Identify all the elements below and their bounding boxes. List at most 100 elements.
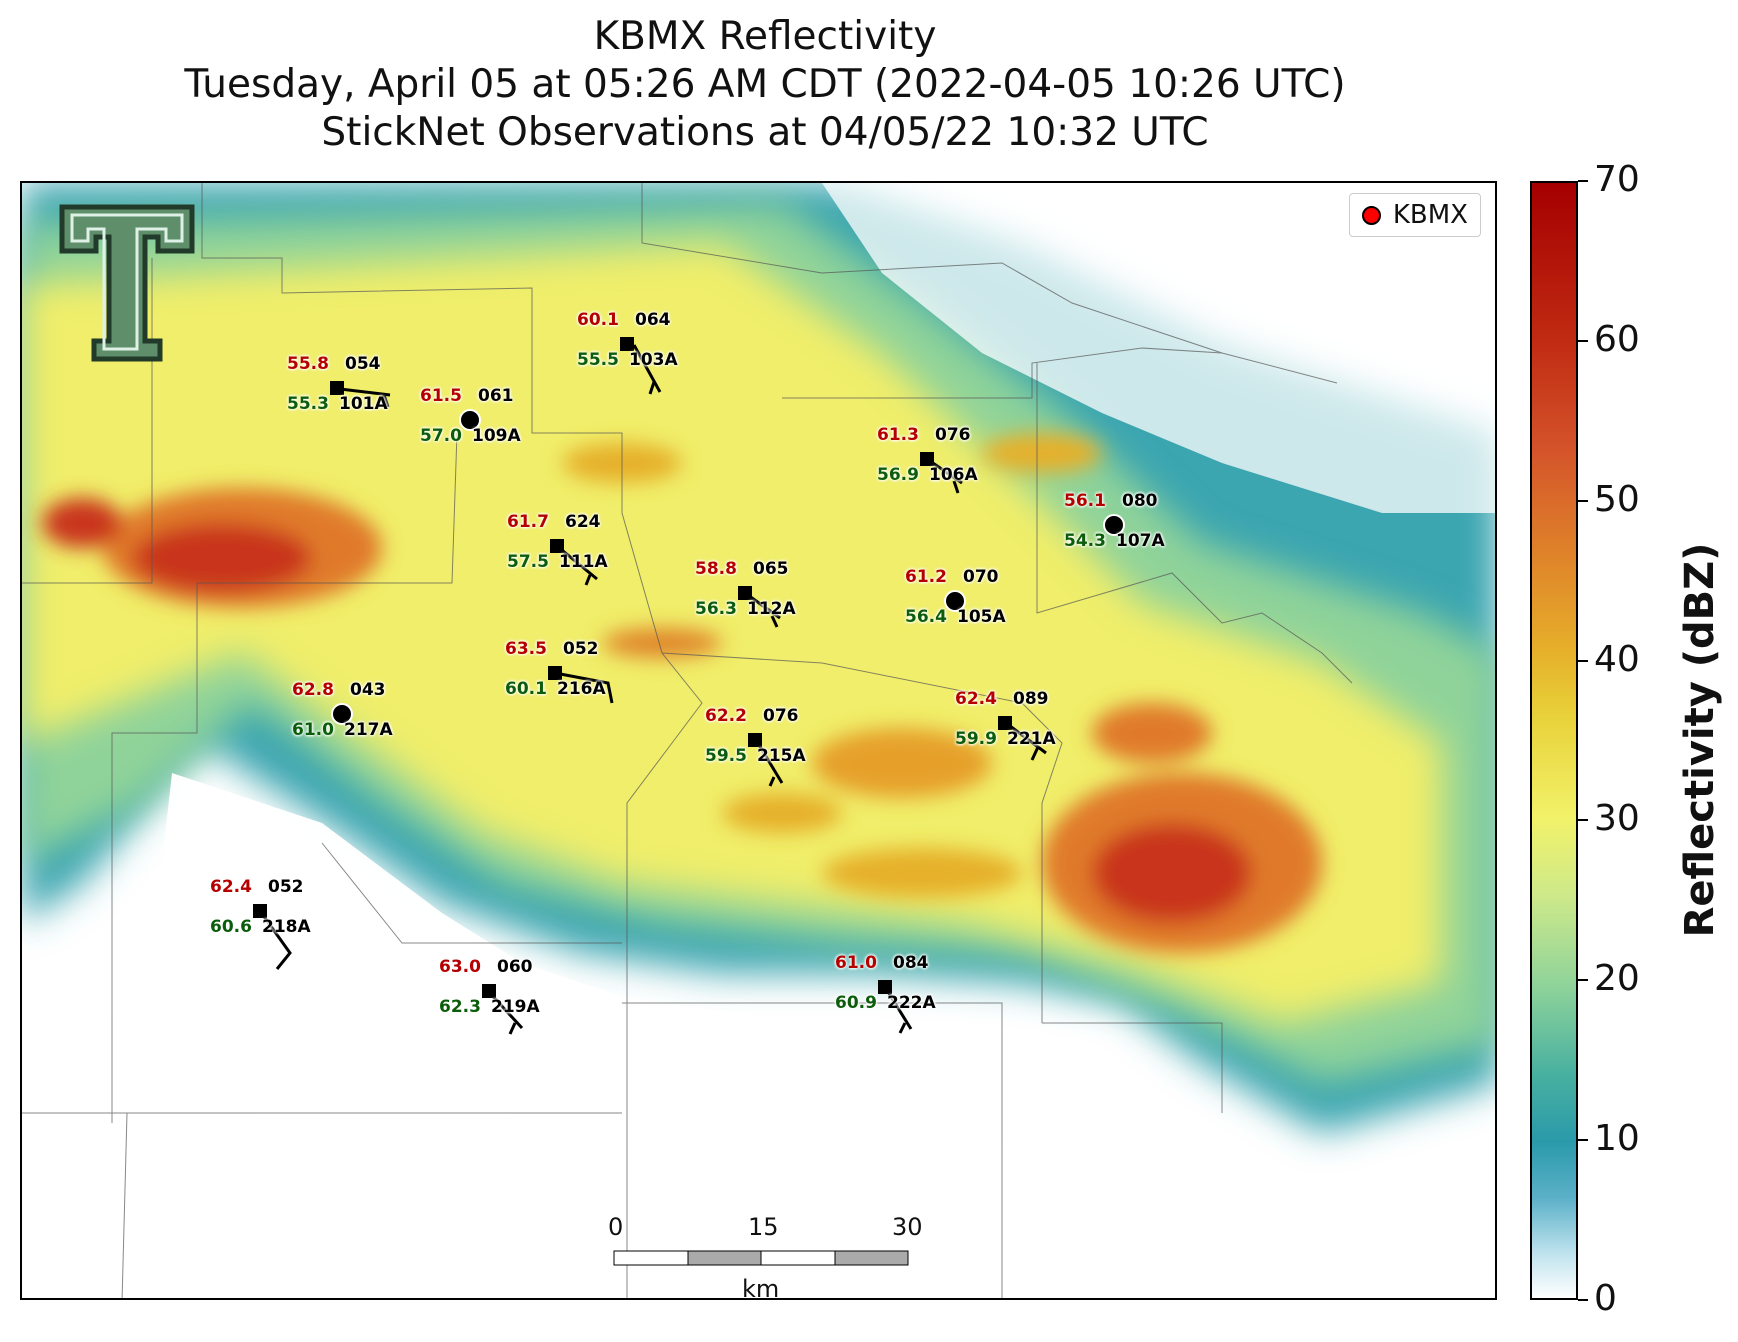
station-square-marker xyxy=(550,539,564,553)
scale-label-15: 15 xyxy=(748,1213,779,1241)
station-id: 060 xyxy=(497,957,533,977)
station-label: 105A xyxy=(957,607,1006,627)
station-temperature: 61.3 xyxy=(877,425,919,445)
station-temperature: 58.8 xyxy=(695,559,737,579)
colorbar-tick-label: 30 xyxy=(1594,798,1640,840)
station-label: 219A xyxy=(491,997,540,1017)
station-dewpoint: 56.4 xyxy=(905,607,947,627)
colorbar-tick-mark xyxy=(1578,339,1588,342)
station-id: 089 xyxy=(1013,689,1049,709)
station-label: 221A xyxy=(1007,729,1056,749)
station-label: 106A xyxy=(929,465,978,485)
station-id: 052 xyxy=(563,639,599,659)
station-square-marker xyxy=(548,666,562,680)
colorbar-tick-mark xyxy=(1578,180,1588,182)
station-circle-marker xyxy=(944,590,966,612)
colorbar-tick-mark xyxy=(1578,659,1588,662)
scale-label-0: 0 xyxy=(608,1213,624,1241)
station-square-marker xyxy=(738,586,752,600)
station-id: 043 xyxy=(350,680,386,700)
station-id: 080 xyxy=(1122,491,1158,511)
station-id: 065 xyxy=(753,559,789,579)
station-dewpoint: 57.5 xyxy=(507,552,549,572)
station-label: 218A xyxy=(262,917,311,937)
station-label: 217A xyxy=(344,720,393,740)
station-id: 076 xyxy=(763,706,799,726)
station-label: 215A xyxy=(757,746,806,766)
station-dewpoint: 60.6 xyxy=(210,917,252,937)
station-temperature: 55.8 xyxy=(287,354,329,374)
station-id: 054 xyxy=(345,354,381,374)
station-label: 222A xyxy=(887,993,936,1013)
colorbar xyxy=(1530,181,1578,1300)
county-boundaries xyxy=(22,183,1353,1298)
station-label: 103A xyxy=(629,350,678,370)
station-label: 112A xyxy=(747,599,796,619)
clear-air-region xyxy=(22,773,922,1298)
colorbar-tick-label: 50 xyxy=(1594,478,1640,520)
station-id: 052 xyxy=(268,877,304,897)
station-id: 076 xyxy=(935,425,971,445)
station-temperature: 62.4 xyxy=(210,877,252,897)
radar-map[interactable]: KBMX 60.1 064 55.5 103A 55.8 054 55.3 101A 61.5 0… xyxy=(20,181,1497,1300)
colorbar-tick-mark xyxy=(1578,499,1588,502)
colorbar-tick-label: 0 xyxy=(1594,1278,1617,1319)
colorbar-tick-label: 60 xyxy=(1594,318,1640,360)
station-temperature: 62.8 xyxy=(292,680,334,700)
map-legend: KBMX xyxy=(1348,193,1481,237)
station-temperature: 61.5 xyxy=(420,386,462,406)
title-line-2: Tuesday, April 05 at 05:26 AM CDT (2022-… xyxy=(184,62,1346,107)
colorbar-tick-mark xyxy=(1578,819,1588,822)
radar-reflectivity-layer xyxy=(22,183,1495,1298)
station-id: 624 xyxy=(565,512,601,532)
station-temperature: 61.7 xyxy=(507,512,549,532)
station-circle-marker xyxy=(459,409,481,431)
station-dewpoint: 57.0 xyxy=(420,426,462,446)
colorbar-tick-mark xyxy=(1578,979,1588,982)
station-square-marker xyxy=(330,381,344,395)
station-circle-marker xyxy=(1103,514,1125,536)
station-dewpoint: 55.5 xyxy=(577,350,619,370)
station-temperature: 61.0 xyxy=(835,953,877,973)
station-label: 111A xyxy=(559,552,608,572)
station-dewpoint: 60.1 xyxy=(505,679,547,699)
station-square-marker xyxy=(878,980,892,994)
station-temperature: 60.1 xyxy=(577,310,619,330)
station-square-marker xyxy=(620,337,634,351)
station-id: 064 xyxy=(635,310,671,330)
title-line-3: StickNet Observations at 04/05/22 10:32 … xyxy=(321,110,1209,155)
station-dewpoint: 56.9 xyxy=(877,465,919,485)
station-dewpoint: 59.9 xyxy=(955,729,997,749)
colorbar-tick-label: 70 xyxy=(1594,159,1640,200)
title-line-1: KBMX Reflectivity xyxy=(593,14,937,59)
scale-unit: km xyxy=(742,1275,780,1300)
clear-air-region-north xyxy=(822,183,1495,513)
station-temperature: 63.5 xyxy=(505,639,547,659)
station-square-marker xyxy=(920,452,934,466)
station-temperature: 62.4 xyxy=(955,689,997,709)
station-id: 084 xyxy=(893,953,929,973)
station-label: 101A xyxy=(339,394,388,414)
station-dewpoint: 62.3 xyxy=(439,997,481,1017)
scale-bar-graphic xyxy=(613,1250,909,1266)
legend-label: KBMX xyxy=(1392,200,1468,230)
station-temperature: 56.1 xyxy=(1064,491,1106,511)
station-label: 216A xyxy=(557,679,606,699)
station-square-marker xyxy=(253,904,267,918)
station-id: 070 xyxy=(963,567,999,587)
station-dewpoint: 56.3 xyxy=(695,599,737,619)
station-square-marker xyxy=(748,733,762,747)
station-dewpoint: 60.9 xyxy=(835,993,877,1013)
colorbar-tick-label: 40 xyxy=(1594,638,1640,680)
colorbar-tick-label: 20 xyxy=(1594,958,1640,1000)
station-label: 109A xyxy=(472,426,521,446)
station-temperature: 61.2 xyxy=(905,567,947,587)
station-temperature: 62.2 xyxy=(705,706,747,726)
scale-label-30: 30 xyxy=(892,1213,923,1241)
echo-cores xyxy=(42,433,1322,953)
station-dewpoint: 54.3 xyxy=(1064,531,1106,551)
station-dewpoint: 61.0 xyxy=(292,720,334,740)
station-dewpoint: 59.5 xyxy=(705,746,747,766)
colorbar-tick-label: 10 xyxy=(1594,1118,1640,1160)
station-temperature: 63.0 xyxy=(439,957,481,977)
